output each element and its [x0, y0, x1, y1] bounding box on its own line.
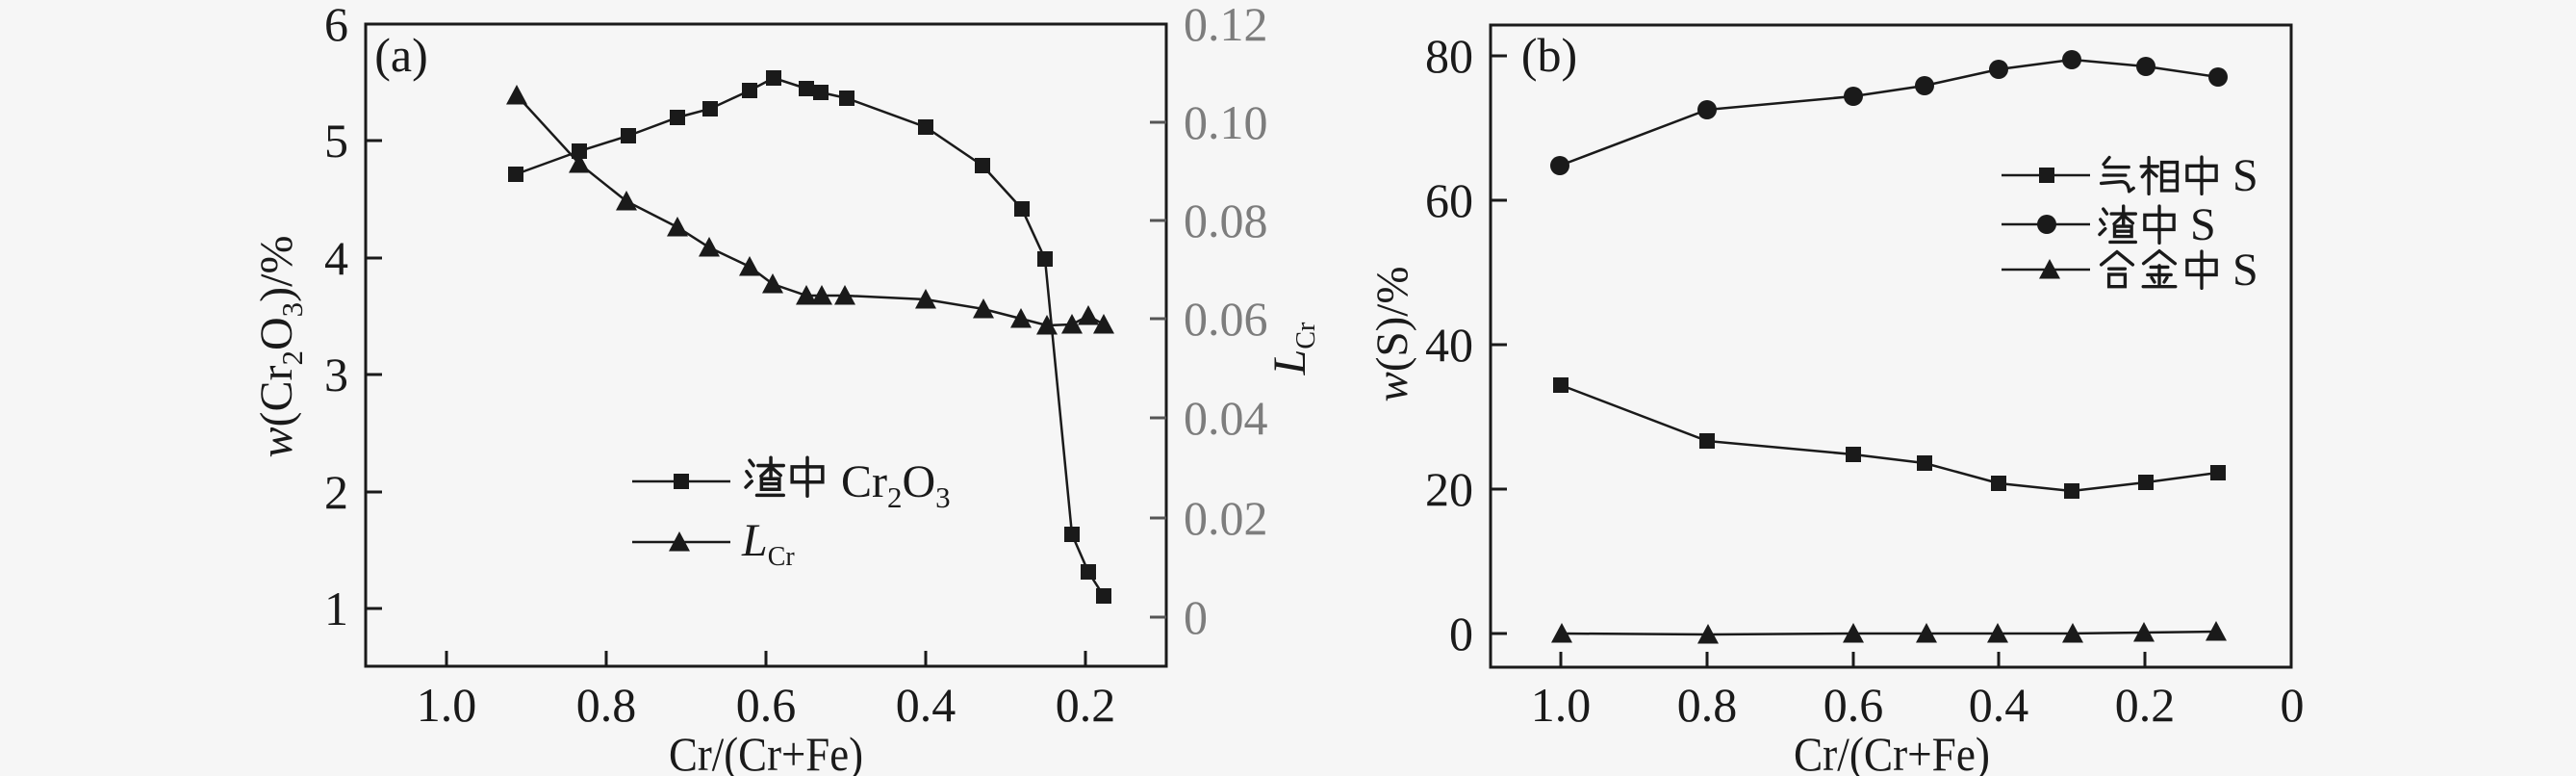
svg-text:S: S: [2232, 245, 2258, 296]
svg-text:(b): (b): [1521, 28, 1577, 82]
svg-text:0.08: 0.08: [1184, 194, 1268, 247]
svg-text:20: 20: [1425, 462, 1473, 516]
svg-text:w(S)/%: w(S)/%: [1367, 266, 1417, 401]
svg-text:5: 5: [324, 114, 348, 168]
svg-text:0.2: 0.2: [1056, 678, 1116, 732]
svg-text:0.4: 0.4: [1969, 678, 2029, 732]
svg-text:6: 6: [324, 0, 348, 51]
svg-text:0: 0: [1184, 590, 1208, 644]
svg-text:0.04: 0.04: [1184, 391, 1268, 445]
svg-text:S: S: [2232, 150, 2258, 201]
svg-text:40: 40: [1425, 318, 1473, 372]
svg-text:1.0: 1.0: [1531, 678, 1592, 732]
svg-text:0.2: 0.2: [2115, 678, 2176, 732]
svg-text:0: 0: [2281, 678, 2305, 732]
svg-text:Cr/(Cr+Fe): Cr/(Cr+Fe): [1794, 727, 1990, 776]
svg-text:60: 60: [1425, 173, 1473, 227]
svg-text:2: 2: [324, 465, 348, 519]
svg-text:3: 3: [324, 348, 348, 401]
svg-text:0.8: 0.8: [1677, 678, 1738, 732]
svg-text:S: S: [2190, 199, 2216, 250]
svg-text:w(Cr2O3)/%: w(Cr2O3)/%: [251, 236, 309, 458]
svg-text:0.4: 0.4: [896, 678, 956, 732]
svg-text:80: 80: [1425, 29, 1473, 83]
svg-text:(a): (a): [374, 28, 428, 82]
svg-text:Cr/(Cr+Fe): Cr/(Cr+Fe): [669, 727, 863, 776]
svg-text:LCr: LCr: [1264, 322, 1321, 375]
svg-text:0.12: 0.12: [1184, 0, 1268, 51]
svg-text:0.8: 0.8: [576, 678, 637, 732]
svg-text:4: 4: [324, 231, 348, 285]
svg-text:0.6: 0.6: [1824, 678, 1884, 732]
svg-text:1: 1: [324, 582, 348, 635]
svg-text:0.06: 0.06: [1184, 292, 1268, 346]
svg-text:0.02: 0.02: [1184, 491, 1268, 545]
svg-text:0.6: 0.6: [736, 678, 797, 732]
svg-text:0.10: 0.10: [1184, 95, 1268, 149]
svg-text:1.0: 1.0: [417, 678, 477, 732]
svg-text:LCr: LCr: [741, 515, 795, 572]
svg-text:0: 0: [1449, 607, 1473, 660]
svg-text:Cr2O3: Cr2O3: [841, 456, 951, 514]
